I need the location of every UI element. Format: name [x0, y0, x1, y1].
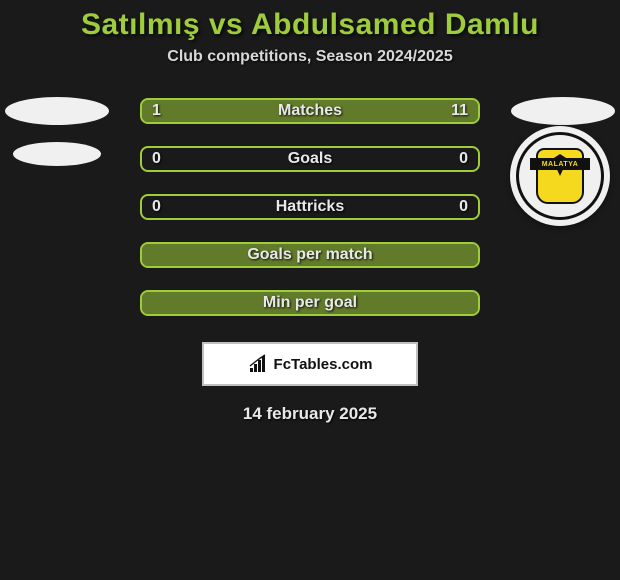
stat-row: Goals per match: [0, 242, 620, 268]
crest-banner: MALATYA: [530, 158, 590, 170]
placeholder-ellipse-icon: [511, 97, 615, 125]
placeholder-ellipse-icon: [5, 97, 109, 125]
page-subtitle: Club competitions, Season 2024/2025: [0, 48, 620, 66]
branding-box[interactable]: FcTables.com: [202, 342, 418, 386]
stat-label: Goals per match: [247, 246, 372, 264]
stat-row: 0 Hattricks 0: [0, 194, 620, 220]
stat-row: 0 Goals 0 MALATYA: [0, 146, 620, 172]
snapshot-date: 14 february 2025: [0, 404, 620, 424]
fctables-logo-icon: [248, 354, 268, 374]
comparison-widget: Satılmış vs Abdulsamed Damlu Club compet…: [0, 0, 620, 424]
stat-value-right: 0: [459, 198, 468, 216]
stat-label: Min per goal: [263, 294, 357, 312]
left-team-badge: [2, 97, 112, 125]
stat-bar-matches: 1 Matches 11: [140, 98, 480, 124]
page-title: Satılmış vs Abdulsamed Damlu: [0, 8, 620, 42]
stat-row: 1 Matches 11: [0, 98, 620, 124]
stat-label: Goals: [288, 150, 332, 168]
left-team-badge: [2, 142, 112, 166]
stat-value-right: 0: [459, 150, 468, 168]
stat-label: Hattricks: [276, 198, 344, 216]
stat-bar-min-per-goal: Min per goal: [140, 290, 480, 316]
stats-rows: 1 Matches 11 0 Goals 0: [0, 98, 620, 316]
stat-bar-goals-per-match: Goals per match: [140, 242, 480, 268]
stat-bar-hattricks: 0 Hattricks 0: [140, 194, 480, 220]
branding-text: FcTables.com: [274, 356, 373, 373]
right-team-badge: [508, 97, 618, 125]
stat-value-left: 0: [152, 150, 161, 168]
stat-label: Matches: [278, 102, 342, 120]
stat-bar-goals: 0 Goals 0: [140, 146, 480, 172]
placeholder-ellipse-icon: [13, 142, 101, 166]
stat-row: Min per goal: [0, 290, 620, 316]
stat-value-left: 1: [152, 102, 161, 120]
stat-value-left: 0: [152, 198, 161, 216]
stat-value-right: 11: [451, 102, 468, 120]
